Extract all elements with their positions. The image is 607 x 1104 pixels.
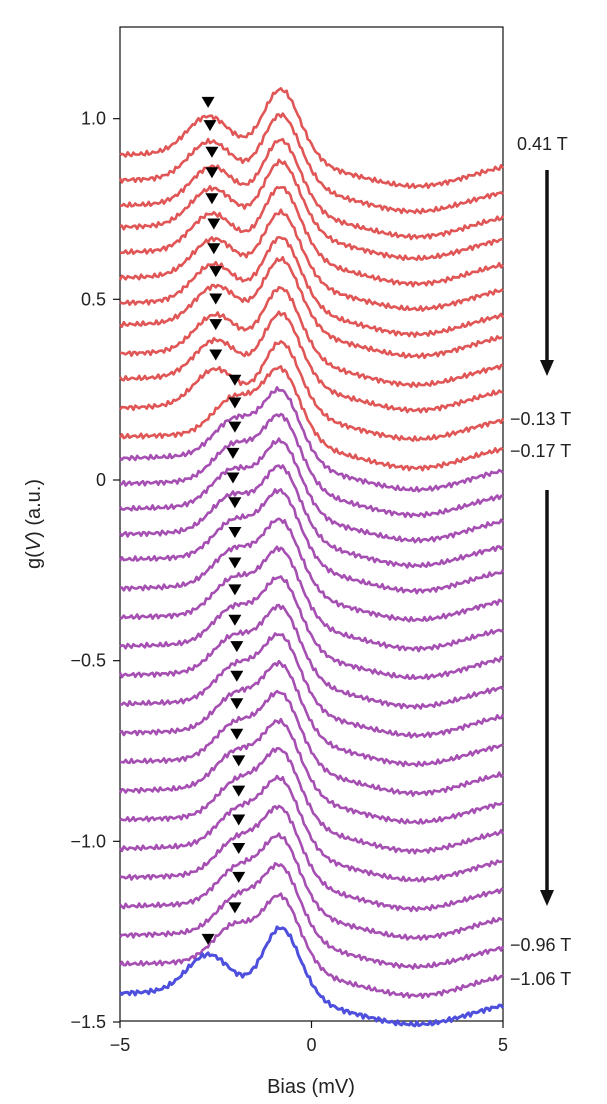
- series-line: [119, 832, 504, 941]
- x-tick-label: −5: [110, 1035, 131, 1055]
- series-line: [119, 862, 505, 970]
- series-line: [118, 892, 504, 999]
- peak-marker-icon: [228, 421, 242, 433]
- peak-marker-icon: [228, 497, 242, 509]
- y-tick-label: −1.0: [70, 831, 106, 851]
- series-line: [119, 575, 504, 681]
- peak-marker-icon: [228, 584, 242, 596]
- series-line: [118, 464, 505, 569]
- x-tick-label: 0: [306, 1035, 316, 1055]
- peak-marker-icon: [205, 167, 219, 179]
- series-line: [118, 774, 504, 883]
- series-line: [118, 488, 505, 595]
- peak-marker-icon: [205, 146, 219, 158]
- peak-marker-icon: [230, 728, 244, 740]
- y-axis: 1.0 0.5 0 −0.5 −1.0 −1.5: [70, 109, 120, 1032]
- series-line: [118, 340, 505, 442]
- peak-marker-icon: [230, 641, 244, 653]
- peak-marker-icon: [232, 842, 246, 854]
- peak-marker-icon: [230, 698, 244, 710]
- series-line: [120, 689, 504, 797]
- peak-marker-icon: [228, 614, 242, 626]
- series-line: [118, 365, 504, 472]
- series-line: [118, 717, 504, 825]
- series-line: [118, 603, 504, 710]
- peak-marker-icon: [207, 243, 221, 255]
- peak-marker-icon: [228, 526, 242, 538]
- series-line: [119, 236, 505, 338]
- peak-marker-icon: [201, 933, 215, 945]
- y-tick-label: 1.0: [81, 109, 106, 129]
- series-line: [119, 256, 504, 360]
- series-line: [119, 285, 504, 389]
- series-line: [118, 310, 504, 414]
- series-line: [119, 186, 505, 288]
- field-label-mid-1: −0.13 T: [510, 409, 571, 429]
- y-axis-label: g(V) (a.u.): [23, 479, 45, 569]
- series-line: [119, 412, 504, 519]
- x-tick-label: 5: [498, 1035, 508, 1055]
- series-line: [119, 137, 505, 241]
- peak-marker-icon: [232, 814, 246, 826]
- series-line: [119, 386, 504, 493]
- y-tick-label: −1.5: [70, 1012, 106, 1032]
- arrow-down-icon: [540, 490, 554, 906]
- peak-marker-icon: [228, 374, 242, 386]
- y-axis-label-prefix: g(: [23, 551, 45, 569]
- series-line: [119, 545, 504, 653]
- series-line: [119, 158, 504, 262]
- series-line: [120, 632, 505, 739]
- y-axis-label-variable: V: [23, 536, 45, 551]
- y-axis-label-suffix: ) (a.u.): [23, 479, 45, 538]
- y-tick-label: 0.5: [81, 289, 106, 309]
- y-tick-label: 0: [96, 470, 106, 490]
- series-line: [118, 925, 505, 1028]
- peak-marker-icon: [226, 472, 240, 484]
- peak-marker-icon: [201, 96, 215, 108]
- x-axis: −5 0 5: [110, 1021, 508, 1055]
- peak-marker-icon: [228, 397, 242, 409]
- peak-marker-icon: [207, 218, 221, 230]
- peak-markers: [201, 96, 246, 945]
- series-line: [119, 87, 505, 190]
- peak-marker-icon: [205, 193, 219, 205]
- field-label-bottom-2: −1.06 T: [510, 969, 571, 989]
- y-tick-label: −0.5: [70, 651, 106, 671]
- peak-marker-icon: [209, 266, 223, 278]
- peak-marker-icon: [228, 902, 242, 914]
- peak-marker-icon: [228, 557, 242, 569]
- series-line: [119, 517, 504, 623]
- peak-marker-icon: [203, 120, 217, 132]
- peak-marker-icon: [226, 447, 240, 459]
- peak-marker-icon: [232, 755, 246, 767]
- series-line: [119, 804, 504, 913]
- x-axis-label: Bias (mV): [267, 1076, 355, 1098]
- peak-marker-icon: [209, 319, 223, 331]
- peak-marker-icon: [232, 785, 246, 797]
- series-line: [118, 112, 504, 215]
- peak-marker-icon: [209, 349, 223, 361]
- peak-marker-icon: [232, 871, 246, 883]
- field-label-bottom-1: −0.96 T: [510, 935, 571, 955]
- series-line: [118, 208, 504, 312]
- series-line: [118, 437, 505, 544]
- series-line: [119, 747, 505, 855]
- peak-marker-icon: [209, 293, 223, 305]
- spectra-curves: [118, 87, 505, 1028]
- arrow-down-icon: [540, 170, 554, 376]
- field-label-mid-2: −0.17 T: [510, 441, 571, 461]
- series-line: [119, 659, 504, 768]
- field-label-top: 0.41 T: [517, 134, 568, 154]
- peak-marker-icon: [230, 670, 244, 682]
